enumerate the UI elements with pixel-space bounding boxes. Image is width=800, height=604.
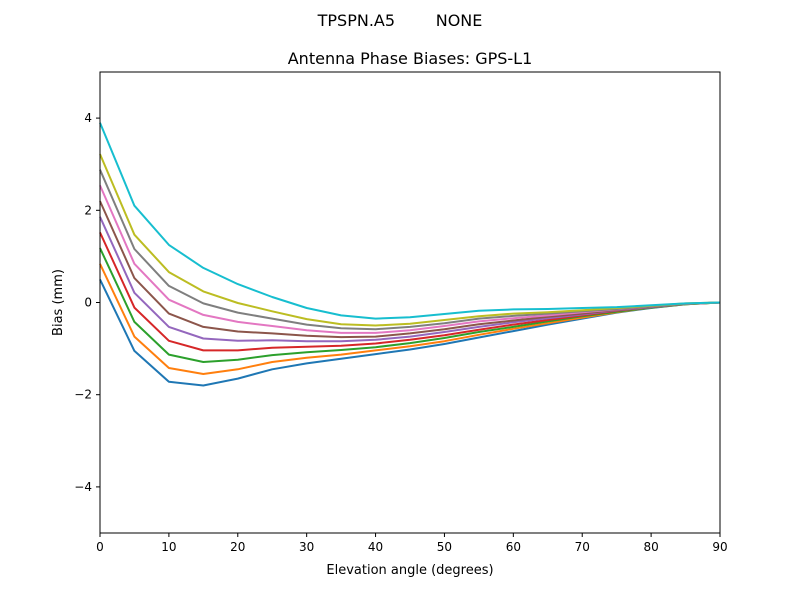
x-tick-label: 20 bbox=[230, 540, 245, 554]
series-lines bbox=[99, 122, 721, 387]
x-tick-label: 10 bbox=[161, 540, 176, 554]
series-line-9 bbox=[99, 122, 721, 320]
y-axis-ticks: −4 −2 0 2 4 bbox=[74, 111, 100, 494]
x-tick-label: 50 bbox=[437, 540, 452, 554]
x-tick-label: 30 bbox=[299, 540, 314, 554]
y-tick-label: 2 bbox=[84, 203, 92, 217]
series-line-7 bbox=[99, 169, 721, 331]
series-line-1 bbox=[99, 263, 721, 375]
x-tick-label: 40 bbox=[368, 540, 383, 554]
x-tick-label: 90 bbox=[712, 540, 727, 554]
series-line-2 bbox=[99, 247, 721, 363]
x-tick-label: 60 bbox=[506, 540, 521, 554]
y-axis-label: Bias (mm) bbox=[51, 269, 66, 336]
y-tick-label: −4 bbox=[74, 480, 92, 494]
chart-title: Antenna Phase Biases: GPS-L1 bbox=[288, 49, 533, 68]
x-tick-label: 70 bbox=[575, 540, 590, 554]
x-tick-label: 80 bbox=[643, 540, 658, 554]
x-tick-label: 0 bbox=[96, 540, 104, 554]
y-tick-label: −2 bbox=[74, 388, 92, 402]
y-tick-label: 4 bbox=[84, 111, 92, 125]
x-axis-ticks: 0 10 20 30 40 50 60 70 80 90 bbox=[96, 533, 728, 554]
series-line-8 bbox=[99, 153, 721, 327]
axes-frame bbox=[99, 71, 721, 534]
suptitle: TPSPN.A5 NONE bbox=[317, 11, 483, 30]
x-axis-label: Elevation angle (degrees) bbox=[326, 563, 493, 578]
y-tick-label: 0 bbox=[84, 296, 92, 310]
